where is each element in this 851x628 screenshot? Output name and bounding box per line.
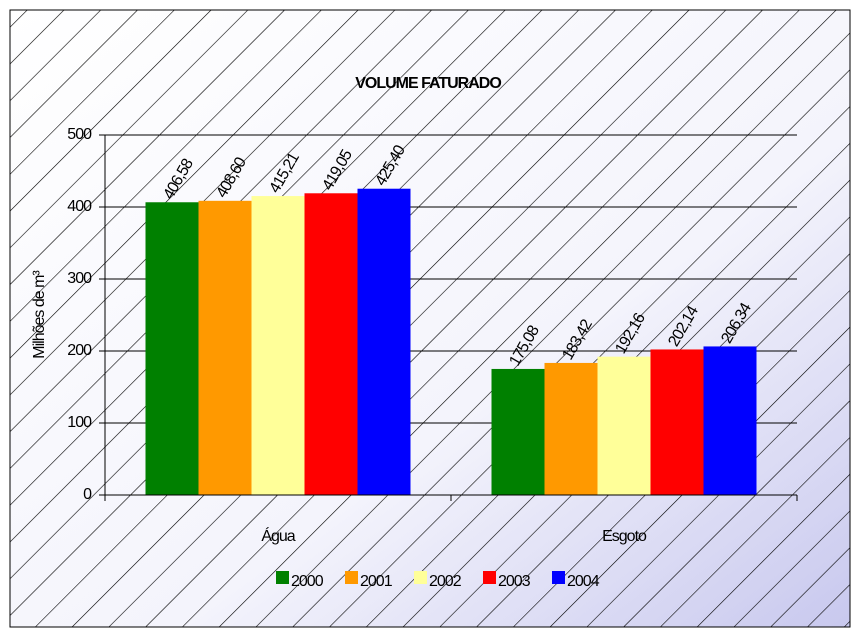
y-axis-label: Milhões de m³	[31, 270, 48, 359]
bar	[198, 200, 252, 496]
bar	[544, 362, 598, 495]
hatch	[10, 10, 850, 627]
legend-swatch	[276, 571, 289, 584]
bar	[703, 346, 757, 495]
bar	[304, 193, 358, 495]
bar	[597, 356, 651, 495]
x-tick-label: Esgoto	[602, 528, 647, 545]
y-tick-label: 200	[67, 342, 92, 359]
bar	[491, 368, 545, 495]
bar	[650, 349, 704, 495]
legend-swatch	[483, 571, 496, 584]
legend-swatch	[414, 571, 427, 584]
legend-label: 2001	[360, 573, 393, 590]
x-tick-label: Água	[261, 526, 295, 545]
y-tick-label: 400	[67, 198, 92, 215]
legend-label: 2003	[498, 573, 531, 590]
chart-title: VOLUME FATURADO	[355, 75, 501, 92]
y-tick-label: 300	[67, 270, 92, 287]
legend-label: 2002	[429, 573, 462, 590]
legend-swatch	[345, 571, 358, 584]
bar	[145, 202, 199, 496]
bar	[357, 188, 411, 495]
legend-swatch	[552, 571, 565, 584]
y-tick-label: 500	[67, 126, 92, 143]
y-tick-label: 0	[83, 486, 92, 503]
legend-label: 2000	[291, 573, 324, 590]
legend-label: 2004	[567, 573, 600, 590]
bar	[251, 196, 305, 495]
y-tick-label: 100	[67, 414, 92, 431]
